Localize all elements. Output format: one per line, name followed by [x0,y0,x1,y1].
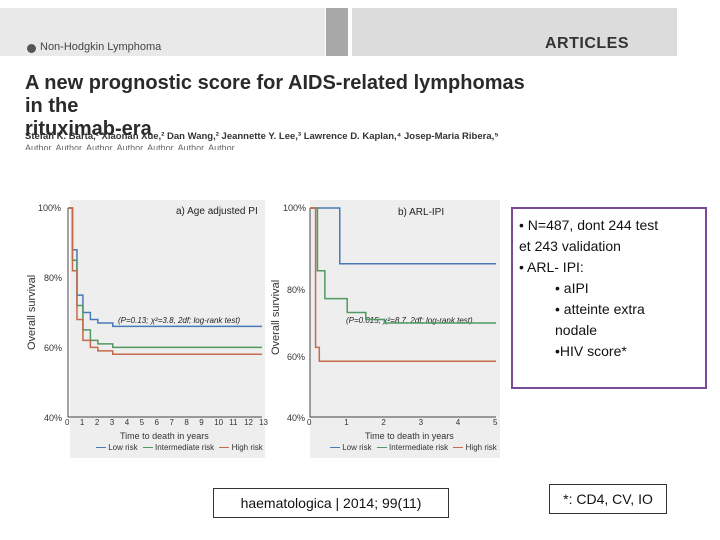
x-tick-label: 6 [154,418,159,427]
x-tick-label: 7 [169,418,174,427]
panel-a-y-tick: 60% [44,343,63,353]
summary-box: • N=487, dont 244 test et 243 validation… [511,207,707,389]
x-tick-label: 10 [214,418,224,427]
legend-high: High risk [231,443,263,452]
legend-swatch-intermediate [376,447,387,449]
bullet-icon [27,44,36,53]
x-tick-label: 4 [124,418,130,427]
panel-a-legend: Low risk Intermediate risk High risk [96,443,263,452]
panel-a-y-title: Overall survival [26,274,38,350]
x-tick-label: 0 [307,418,312,427]
summary-line-extranodal: • atteinte extra [555,301,645,317]
panel-b-y-tick: 60% [287,352,306,362]
panel-a-y-tick: 80% [44,273,63,283]
summary-line-arl-ipi: • ARL- IPI: [519,259,584,275]
panel-b-y-tick: 100% [283,203,307,213]
legend-swatch-intermediate [142,447,153,449]
footnote-box: *: CD4, CV, IO [549,484,667,514]
summary-line-n: • N=487, dont 244 test [519,217,659,233]
legend-swatch-high [453,447,464,449]
x-tick-label: 3 [109,418,115,427]
panel-a-x-title: Time to death in years [120,431,209,441]
header-divider [326,8,348,56]
panel-b-y-tick: 80% [287,285,306,295]
x-tick-label: 2 [381,418,386,427]
km-series-line [68,207,262,356]
panel-b-y-title: Overall survival [270,279,282,355]
legend-intermediate: Intermediate risk [389,443,449,452]
x-tick-label: 11 [229,418,238,427]
article-title-line2: rituximab-era [25,118,152,140]
legend-low: Low risk [342,443,372,452]
summary-line-validation: et 243 validation [519,238,621,254]
x-tick-label: 8 [184,418,189,427]
panel-b-legend: Low risk Intermediate risk High risk [330,443,497,452]
panel-a-stat: (P=0.13; χ²=3.8, 2df; log-rank test) [118,316,241,325]
x-tick-label: 9 [199,418,204,427]
panel-a-x-ticks: 0 1 2 3 4 5 6 7 8 9 10 11 12 13 [65,418,268,430]
x-tick-label: 1 [79,418,85,427]
x-tick-label: 5 [139,418,145,427]
x-tick-label: 3 [418,418,424,427]
panel-b-x-ticks: 0 1 2 3 4 5 [307,418,500,430]
citation-box: haematologica | 2014; 99(11) [213,488,449,518]
panel-b-y-tick: 40% [287,413,306,423]
section-header-band [352,8,677,56]
legend-high: High risk [465,443,497,452]
panel-a-y-tick: 100% [38,203,62,213]
km-series-line [310,207,496,265]
summary-line-aipi: • aIPI [555,280,589,296]
km-series-line [68,207,262,349]
legend-swatch-low [96,447,106,449]
section-label: ARTICLES [545,35,629,52]
journal-header-band [0,8,325,56]
author-list: Stefan K. Barta,¹ Xiaonan Xue,² Dan Wang… [25,131,499,142]
article-title: A new prognostic score for AIDS-related … [25,72,545,141]
author-list-cutoff: Author, Author, Author, Author, Author, … [25,143,235,150]
panel-b-km-curves [309,207,496,418]
x-tick-label: 12 [244,418,253,427]
km-series-line [310,207,496,363]
legend-swatch-low [330,447,340,449]
x-tick-label: 2 [94,418,100,427]
panel-b-stat: (P=0.015; χ²=8.7, 2df; log-rank test) [346,316,473,325]
panel-a-km-curves [67,207,262,418]
legend-swatch-high [219,447,230,449]
panel-a-y-tick: 40% [44,413,63,423]
article-title-line1: A new prognostic score for AIDS-related … [25,72,525,117]
summary-line-hiv-score: •HIV score* [555,343,627,359]
summary-line-nodale: nodale [555,322,598,338]
x-tick-label: 0 [65,418,70,427]
km-series-line [68,207,262,328]
panel-b-title: b) ARL-IPI [398,207,445,218]
panel-b-x-title: Time to death in years [365,431,454,441]
legend-intermediate: Intermediate risk [155,443,215,452]
figure-panel-a-background [70,200,265,458]
chart-axis [309,208,496,418]
x-tick-label: 13 [259,418,268,427]
figure-panel-b-background [310,200,500,458]
panel-a-title: a) Age adjusted PI [176,206,258,217]
km-series-line [310,207,496,324]
x-tick-label: 5 [493,418,498,427]
x-tick-label: 1 [344,418,349,427]
x-tick-label: 4 [455,418,461,427]
legend-low: Low risk [108,443,138,452]
journal-section: Non-Hodgkin Lymphoma [40,41,162,53]
chart-axis [67,208,262,418]
